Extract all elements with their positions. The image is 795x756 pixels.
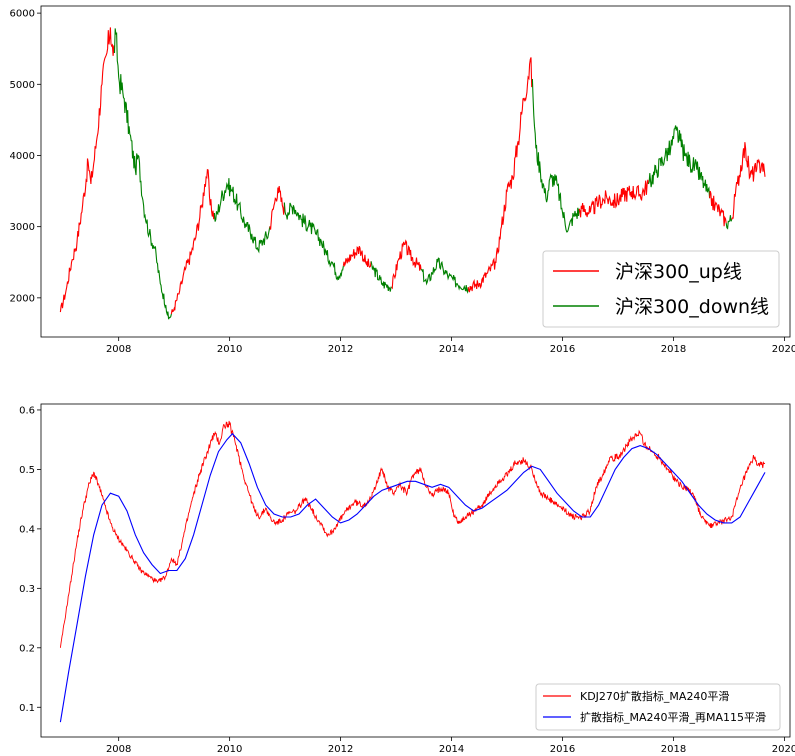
price-line-down-segment [647,125,711,199]
kdj-y-tick-label: 0.1 [19,703,35,714]
kdj-x-tick-label: 2018 [661,744,686,755]
price-x-tick-label: 2018 [661,344,686,355]
price-line-up-segment [342,246,372,268]
price-x-tick-label: 2020 [772,344,795,355]
legend-label-ma115: 扩散指标_MA240平滑_再MA115平滑 [580,710,766,724]
price-y-tick-label: 4000 [10,151,35,162]
kdj-x-axis: 2008 2010 2012 2014 2016 2018 2020 [106,737,795,755]
kdj-series-line [59,420,766,648]
kdj-x-tick-label: 2010 [217,744,242,755]
price-line-down-segment [283,202,344,281]
price-line-up-segment [59,27,116,313]
kdj-x-tick-label: 2012 [328,744,353,755]
price-line-up-segment [170,168,215,315]
kdj-chart: 0.10.20.30.40.50.6 2008 2010 2012 2014 2016 2… [19,403,795,755]
kdj-y-tick-label: 0.4 [19,524,35,535]
price-line-down-segment [113,28,172,320]
price-x-axis: 2008 2010 2012 2014 2016 2018 2020 [106,337,795,355]
price-plot-frame [40,5,791,338]
ma115-series-line [59,432,766,723]
legend-label-kdj: KDJ270扩散指标_MA240平滑 [580,689,729,703]
price-y-tick-label: 6000 [10,9,35,20]
price-x-tick-label: 2014 [439,344,464,355]
price-line-down-segment [213,178,271,254]
price-y-tick-label: 2000 [10,293,35,304]
kdj-y-tick-label: 0.6 [19,405,35,416]
price-line-down-segment [370,261,392,292]
price-x-tick-label: 2016 [550,344,575,355]
price-lines [59,27,766,320]
kdj-x-tick-label: 2008 [106,744,131,755]
price-line-down-segment [725,215,733,230]
kdj-x-tick-label: 2020 [772,744,795,755]
kdj-x-tick-label: 2016 [550,744,575,755]
kdj-y-axis: 0.1 0.2 0.3 0.4 0.5 0.6 [19,405,41,714]
price-line-up-segment [467,57,533,293]
price-y-tick-label: 5000 [10,80,35,91]
kdj-legend: KDJ270扩散指标_MA240平滑 扩散指标_MA240平滑_再MA115平滑 [535,683,781,731]
price-x-tick-label: 2010 [217,344,242,355]
price-x-tick-label: 2012 [328,344,353,355]
kdj-plot-frame [40,403,791,738]
kdj-lines [59,420,766,723]
legend-label-down: 沪深300_down线 [615,296,769,318]
kdj-y-tick-label: 0.2 [19,643,35,654]
price-line-up-segment [731,142,766,220]
price-line-up-segment [709,190,727,227]
price-legend-box [542,250,780,328]
price-chart: 2000 3000 4000 5000 6000 2008 2010 2012 2014 201… [10,5,795,355]
price-line-up-segment [269,186,285,230]
kdj-y-tick-label: 0.5 [19,465,35,476]
price-line-up-segment [578,179,650,218]
kdj-legend-box [535,683,781,731]
legend-label-up: 沪深300_up线 [615,261,742,283]
price-x-tick-label: 2008 [106,344,131,355]
price-line-up-segment [391,239,422,290]
price-line-down-segment [531,78,580,233]
price-y-tick-label: 3000 [10,222,35,233]
price-y-axis: 2000 3000 4000 5000 6000 [10,9,41,304]
price-legend: 沪深300_up线 沪深300_down线 [542,250,780,328]
kdj-x-tick-label: 2014 [439,744,464,755]
price-line-down-segment [420,257,469,294]
kdj-y-tick-label: 0.3 [19,584,35,595]
